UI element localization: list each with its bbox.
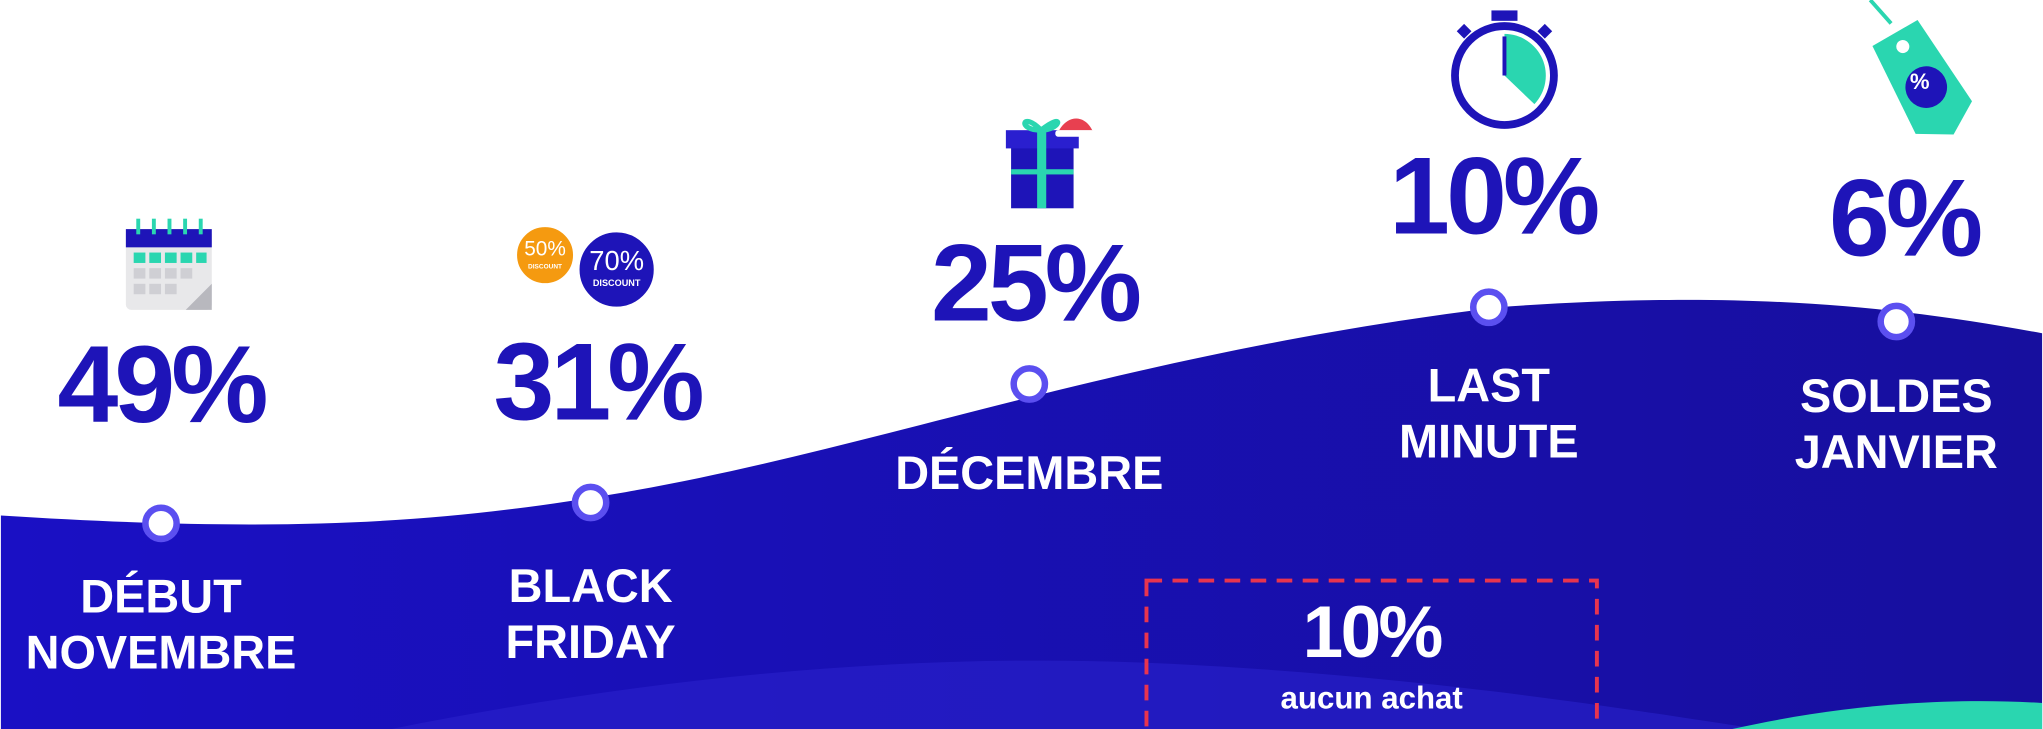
no-purchase-percent: 10% <box>1303 592 1442 673</box>
stage-label: JANVIER <box>1795 426 1998 478</box>
gift-icon <box>1005 118 1100 209</box>
stage-dot <box>1877 302 1916 341</box>
stage-label: BLACK <box>509 560 673 612</box>
stage-percent: 31% <box>494 321 703 443</box>
tag-string <box>1868 0 1893 25</box>
stage-label: MINUTE <box>1399 416 1579 468</box>
badge-caption: DISCOUNT <box>528 264 562 271</box>
badge-blue <box>575 228 658 311</box>
stage-dot <box>142 504 180 543</box>
no-purchase-box <box>1144 578 1599 729</box>
stage-label: SOLDES <box>1800 370 1993 422</box>
wave-light <box>391 660 1759 729</box>
tag-icon <box>1872 19 1972 135</box>
stage-dot <box>1010 365 1049 403</box>
stage-dot <box>571 483 610 522</box>
calendar-icon <box>125 218 212 310</box>
stopwatch-icon <box>1451 10 1558 129</box>
tag-symbol: % <box>1910 69 1930 94</box>
stage-label: NOVEMBRE <box>26 626 297 678</box>
stage-label: FRIDAY <box>506 616 676 668</box>
badge-percent: 70% <box>589 245 644 276</box>
wave-teal <box>1732 701 2043 729</box>
stage-label: DÉBUT <box>80 570 242 622</box>
stage-label: LAST <box>1428 360 1551 412</box>
no-purchase-label: aucun achat <box>1281 681 1464 716</box>
badge-percent: 50% <box>524 237 566 260</box>
stage-percent: 6% <box>1829 157 1981 279</box>
badge-caption: DISCOUNT <box>593 278 641 288</box>
badge-orange <box>513 223 577 288</box>
stage-dot <box>1469 288 1508 327</box>
stage-percent: 10% <box>1389 135 1598 257</box>
stage-label: DÉCEMBRE <box>895 447 1163 499</box>
wave <box>0 299 2043 729</box>
stage-percent: 49% <box>57 324 266 446</box>
stage-percent: 25% <box>931 222 1140 344</box>
